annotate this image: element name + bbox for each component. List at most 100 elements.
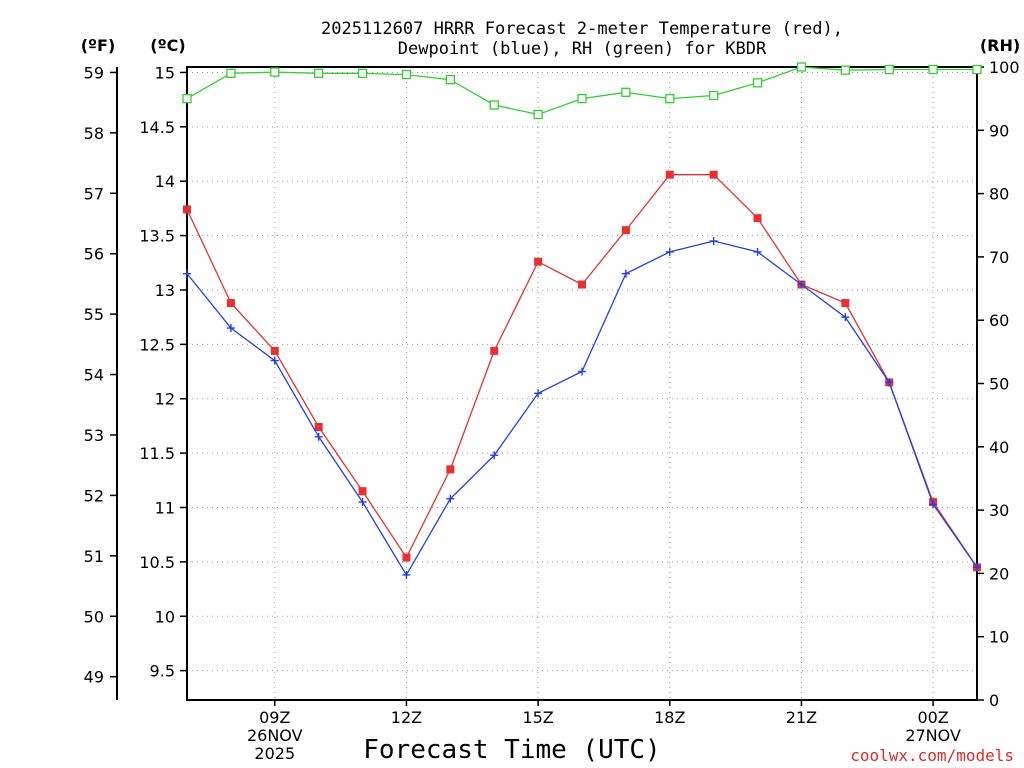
chart-title-line-1: 2025112607 HRRR Forecast 2-meter Tempera… <box>321 19 843 39</box>
x-tick-label: 21Z <box>786 708 817 727</box>
dewpoint-point <box>929 500 938 509</box>
fahrenheit-tick-label: 54 <box>84 366 104 385</box>
temperature-point <box>534 257 543 266</box>
celsius-tick-label: 14.5 <box>139 118 175 137</box>
chart-title-line-2: Dewpoint (blue), RH (green) for KBDR <box>398 39 767 59</box>
rh-tick-label: 50 <box>989 375 1009 394</box>
dewpoint-point <box>183 269 191 278</box>
dewpoint-point <box>709 237 718 246</box>
rh-tick-label: 60 <box>989 311 1009 330</box>
rh-point <box>401 69 412 80</box>
rh-point <box>577 94 587 104</box>
rh-tick-label: 90 <box>989 121 1009 140</box>
fahrenheit-tick-label: 59 <box>84 63 104 82</box>
fahrenheit-tick-label: 58 <box>84 124 104 143</box>
rh-tick-label: 10 <box>989 628 1009 647</box>
fahrenheit-tick-label: 56 <box>84 245 104 264</box>
fahrenheit-tick-label: 55 <box>84 305 104 324</box>
celsius-tick-label: 13 <box>155 281 175 300</box>
temperature-point <box>841 299 850 308</box>
dewpoint-line <box>186 240 978 577</box>
rh-point <box>972 64 982 75</box>
dewpoint-point <box>402 570 411 579</box>
axes <box>110 66 984 706</box>
rh-point <box>752 78 763 88</box>
x-tick-label: 26NOV <box>247 726 303 745</box>
temperature-point <box>314 423 323 432</box>
rh-tick-label: 30 <box>989 501 1009 520</box>
rh-point <box>709 90 719 101</box>
rh-point <box>489 100 499 110</box>
rh-tick-label: 80 <box>989 185 1009 204</box>
celsius-tick-label: 12.5 <box>139 335 175 354</box>
dewpoint-point <box>885 378 894 387</box>
temperature-point <box>446 465 455 474</box>
rh-tick-label: 70 <box>989 248 1009 267</box>
celsius-tick-label: 13.5 <box>139 227 175 246</box>
series-dewpoint <box>183 237 981 579</box>
x-tick-label: 09Z <box>259 708 290 727</box>
dewpoint-point <box>446 494 455 503</box>
dewpoint-point <box>797 280 806 289</box>
temperature-point <box>490 346 499 355</box>
rh-point <box>314 68 324 78</box>
dewpoint-point <box>841 313 850 322</box>
dewpoint-point <box>578 367 586 376</box>
plot-frame <box>186 66 978 701</box>
x-tick-label: 15Z <box>522 708 553 727</box>
dewpoint-point <box>358 498 367 507</box>
temperature-point <box>402 553 411 562</box>
celsius-tick-label: 11.5 <box>139 444 175 463</box>
rh-tick-label: 20 <box>989 564 1009 583</box>
temperature-point <box>621 226 630 235</box>
dewpoint-point <box>973 563 981 572</box>
celsius-tick-label: 10 <box>155 607 175 626</box>
rh-point <box>270 67 280 77</box>
rh-point <box>796 62 807 72</box>
temperature-point <box>578 280 586 289</box>
dewpoint-point <box>534 389 543 398</box>
fahrenheit-tick-label: 52 <box>84 486 104 505</box>
fahrenheit-tick-label: 50 <box>84 607 104 626</box>
dewpoint-point <box>226 324 235 333</box>
rh-tick-label: 100 <box>989 58 1020 77</box>
celsius-tick-label: 10.5 <box>139 553 175 572</box>
rh-point <box>182 94 192 104</box>
temperature-point <box>183 205 191 214</box>
dewpoint-point <box>314 432 323 441</box>
rh-unit-label: (RH) <box>980 36 1020 55</box>
rh-tick-label: 40 <box>989 438 1009 457</box>
rh-tick-label: 0 <box>989 691 999 710</box>
fahrenheit-unit-label: (ºF) <box>81 36 116 55</box>
rh-point <box>533 109 543 120</box>
gridlines <box>187 67 977 700</box>
x-tick-label: 12Z <box>391 708 422 727</box>
celsius-tick-label: 15 <box>155 63 175 82</box>
rh-point <box>928 64 938 75</box>
dewpoint-point <box>753 247 762 256</box>
fahrenheit-tick-label: 57 <box>84 184 104 203</box>
dewpoint-point <box>270 356 279 365</box>
temperature-point <box>709 170 718 179</box>
x-tick-label: 2025 <box>254 744 295 763</box>
tick-labels: 9.5 10 10.5 11 11.5 12 12.5 13 13.5 14 14.5 15 49 50 5… <box>84 58 1020 763</box>
series-rh <box>182 62 982 120</box>
rh-line <box>186 66 977 116</box>
rh-point <box>884 64 894 75</box>
celsius-tick-label: 12 <box>155 390 175 409</box>
temperature-point <box>226 299 235 308</box>
temperature-point <box>358 487 367 496</box>
rh-point <box>357 68 368 78</box>
rh-point <box>621 87 631 97</box>
series-layer <box>182 62 982 579</box>
rh-point <box>665 94 675 104</box>
fahrenheit-tick-label: 53 <box>84 426 104 445</box>
celsius-unit-label: (ºC) <box>150 36 185 55</box>
celsius-tick-label: 14 <box>155 172 175 191</box>
dewpoint-point <box>665 247 674 256</box>
credit-label: coolwx.com/models <box>850 746 1014 765</box>
temperature-point <box>665 170 674 179</box>
rh-point <box>840 65 850 75</box>
x-tick-label: 00Z <box>917 708 948 727</box>
